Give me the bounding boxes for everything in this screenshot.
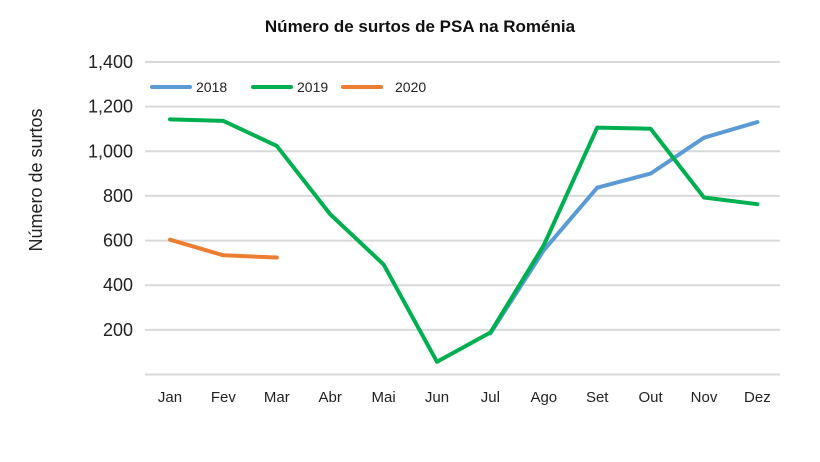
series-line-2020 bbox=[168, 237, 279, 260]
x-tick-label: Jun bbox=[425, 389, 449, 406]
x-tick-label: Abr bbox=[319, 389, 342, 406]
y-tick-label: 1,200 bbox=[88, 97, 133, 117]
y-tick-label: 400 bbox=[103, 275, 133, 295]
y-tick-label: 1,400 bbox=[88, 52, 133, 72]
x-tick-label: Mai bbox=[372, 389, 396, 406]
x-tick-label: Dez bbox=[744, 389, 771, 406]
x-tick-label: Set bbox=[586, 389, 609, 406]
series-line-2018 bbox=[488, 120, 760, 336]
x-tick-label: Jul bbox=[481, 389, 500, 406]
y-tick-label: 600 bbox=[103, 231, 133, 251]
x-tick-label: Mar bbox=[264, 389, 290, 406]
legend-label: 2020 bbox=[395, 79, 426, 95]
x-tick-label: Fev bbox=[211, 389, 237, 406]
y-tick-label: 1,000 bbox=[88, 141, 133, 161]
chart-title: Número de surtos de PSA na Roménia bbox=[265, 17, 576, 36]
legend-label: 2018 bbox=[196, 79, 227, 95]
y-tick-label: 800 bbox=[103, 186, 133, 206]
legend-label: 2019 bbox=[297, 79, 328, 95]
x-tick-label: Jan bbox=[158, 389, 182, 406]
x-tick-label: Ago bbox=[530, 389, 557, 406]
x-tick-label: Nov bbox=[691, 389, 718, 406]
y-tick-label: 200 bbox=[103, 320, 133, 340]
x-tick-label: Out bbox=[639, 389, 664, 406]
y-axis-label: Número de surtos bbox=[26, 108, 46, 251]
series-line-2019 bbox=[168, 117, 760, 364]
